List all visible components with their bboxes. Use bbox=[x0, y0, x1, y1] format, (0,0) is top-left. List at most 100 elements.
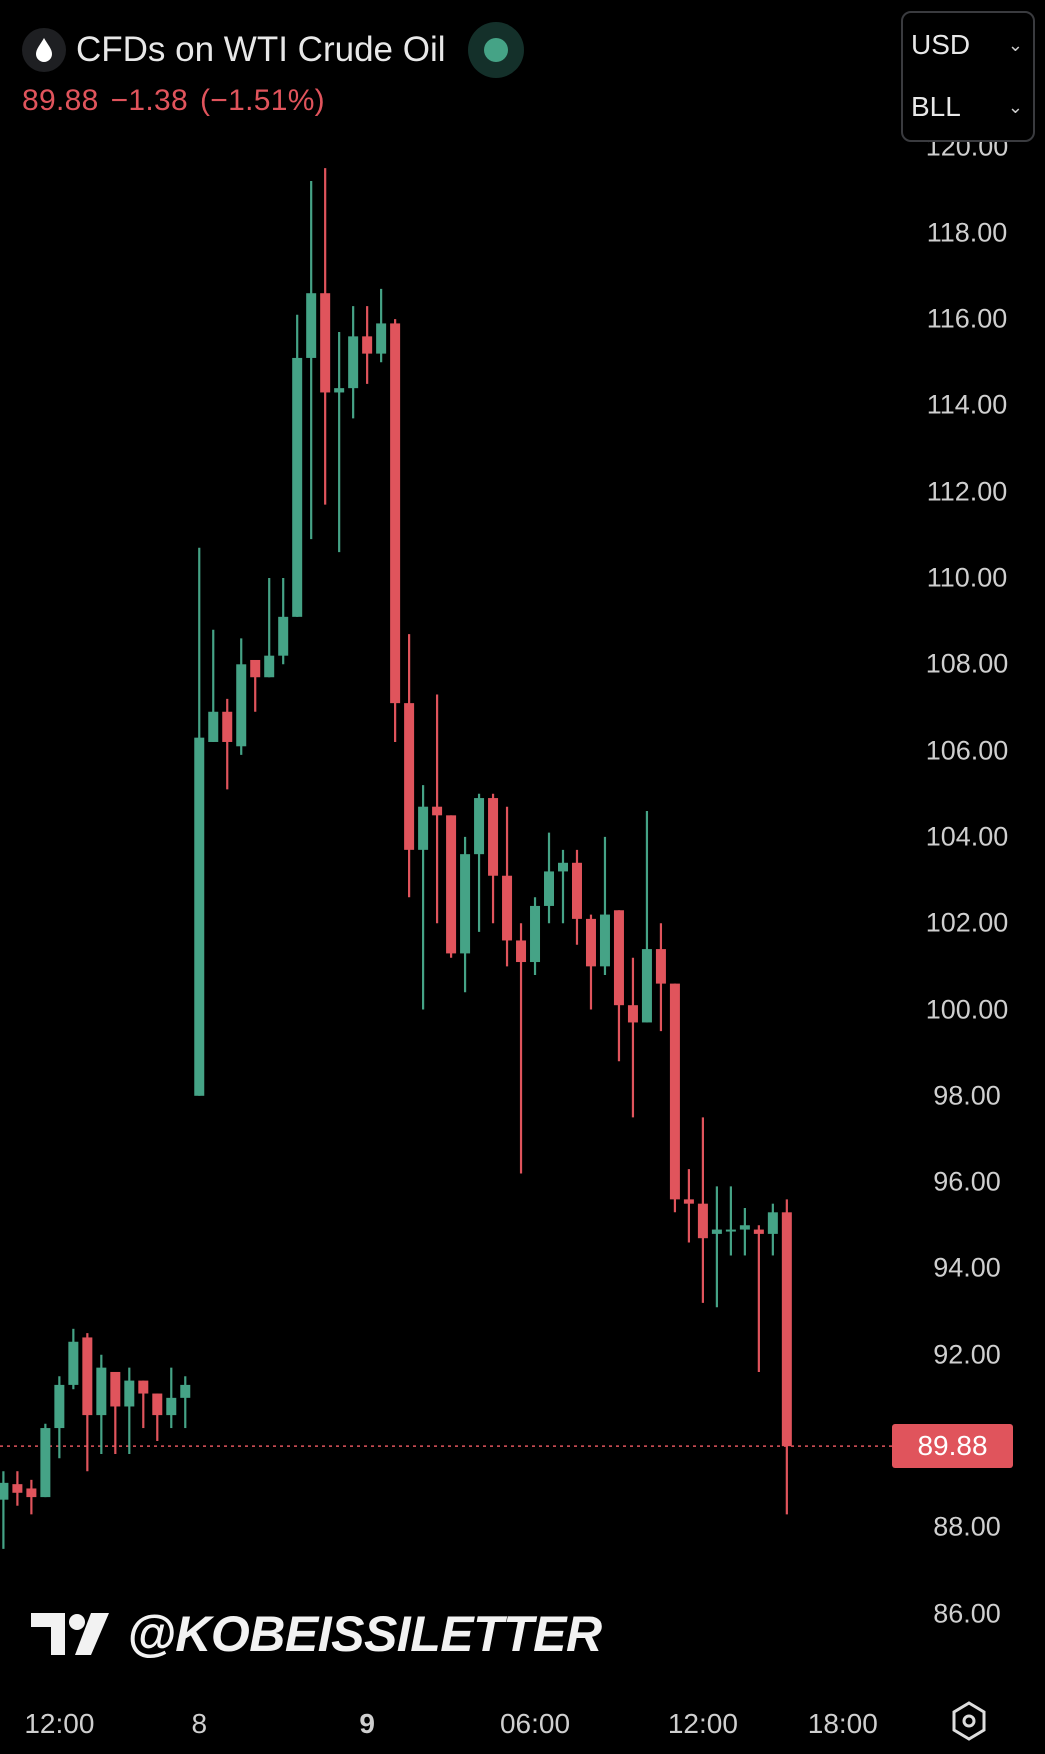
candle-down bbox=[138, 1380, 149, 1394]
watermark-text: @KOBEISSILETTER bbox=[127, 1606, 602, 1662]
candle-down bbox=[516, 940, 527, 963]
candle-down bbox=[320, 293, 331, 393]
candle-up bbox=[460, 854, 471, 954]
time-tick-label: 06:00 bbox=[499, 1708, 571, 1739]
price-tick-label: 100.00 bbox=[925, 994, 1009, 1024]
candle-down bbox=[655, 949, 666, 984]
price-change-pct: (−1.51%) bbox=[200, 84, 325, 117]
candle-up bbox=[711, 1229, 722, 1234]
candle-up bbox=[558, 862, 568, 872]
candle-up bbox=[376, 323, 387, 354]
candle-up bbox=[40, 1428, 51, 1498]
currency-dropdown[interactable]: USD ⌄ bbox=[911, 29, 1023, 61]
candle-down bbox=[669, 983, 680, 1200]
candle-up bbox=[767, 1212, 778, 1234]
candle-up bbox=[334, 388, 345, 393]
symbol-title: CFDs on WTI Crude Oil bbox=[76, 30, 446, 69]
candles bbox=[0, 168, 792, 1549]
price-tick-label: 118.00 bbox=[926, 217, 1008, 248]
candle-down bbox=[613, 910, 624, 1006]
candle-down bbox=[683, 1199, 694, 1204]
candle-down bbox=[110, 1371, 121, 1407]
candle-down bbox=[488, 798, 499, 876]
candle-up bbox=[96, 1367, 107, 1416]
price-tick-label: 110.00 bbox=[926, 562, 1008, 593]
candle-up bbox=[641, 949, 652, 1023]
candle-down bbox=[152, 1393, 163, 1416]
time-tick-label: 12:00 bbox=[667, 1708, 738, 1739]
price-tick-label: 94.00 bbox=[933, 1252, 1001, 1283]
candle-up bbox=[166, 1397, 177, 1416]
candle-up bbox=[418, 806, 429, 850]
candle-down bbox=[404, 703, 415, 850]
market-status-icon bbox=[467, 22, 524, 78]
candle-down bbox=[571, 862, 582, 919]
price-tick-label: 104.00 bbox=[925, 821, 1009, 852]
candle-up bbox=[68, 1341, 79, 1385]
candle-up bbox=[208, 711, 219, 742]
candle-up bbox=[292, 357, 303, 617]
candle-down bbox=[362, 336, 373, 354]
candle-up bbox=[278, 616, 289, 656]
candle-down bbox=[697, 1203, 708, 1239]
candle-up bbox=[725, 1229, 736, 1232]
price-tick-label: 112.00 bbox=[926, 476, 1008, 507]
price-tick-label: 102.00 bbox=[925, 907, 1009, 938]
symbol-header[interactable]: CFDs on WTI Crude Oil bbox=[22, 22, 524, 78]
oil-drop-icon bbox=[22, 28, 66, 72]
candle-down bbox=[222, 711, 233, 742]
chevron-down-icon: ⌄ bbox=[1007, 96, 1023, 117]
currency-label: USD bbox=[911, 29, 971, 60]
unit-selector: USD ⌄ BLL ⌄ bbox=[901, 11, 1035, 142]
time-tick-label: 9 bbox=[359, 1708, 375, 1739]
candle-up bbox=[739, 1225, 750, 1230]
last-price: 89.88 bbox=[22, 84, 99, 117]
price-change: −1.38 bbox=[110, 84, 188, 117]
candle-down bbox=[26, 1488, 37, 1498]
candle-down bbox=[250, 659, 261, 678]
candle-down bbox=[627, 1005, 638, 1023]
candle-down bbox=[502, 875, 513, 941]
candle-up bbox=[194, 737, 205, 1096]
candle-down bbox=[12, 1484, 23, 1493]
candle-down bbox=[585, 918, 596, 967]
candle-up bbox=[348, 336, 359, 389]
tradingview-logo-icon bbox=[31, 1613, 109, 1655]
settings-icon bbox=[952, 1701, 986, 1741]
candle-up bbox=[306, 293, 317, 358]
candle-up bbox=[599, 914, 610, 967]
price-tick-label: 106.00 bbox=[925, 735, 1009, 766]
candle-up bbox=[474, 798, 485, 855]
last-price-label: 89.88 bbox=[892, 1424, 1013, 1468]
candle-down bbox=[781, 1212, 792, 1447]
time-tick-label: 8 bbox=[191, 1708, 208, 1739]
price-tick-label: 88.00 bbox=[933, 1511, 1001, 1542]
time-tick-label: 12:00 bbox=[24, 1708, 95, 1739]
price-tick-label: 116.00 bbox=[926, 303, 1008, 334]
candle-down bbox=[82, 1337, 93, 1416]
quote-line: 89.88 −1.38 (−1.51%) bbox=[22, 84, 337, 118]
candle-down bbox=[390, 323, 401, 704]
candle-down bbox=[432, 806, 443, 816]
candle-up bbox=[530, 905, 541, 963]
price-tick-label: 114.00 bbox=[926, 389, 1008, 420]
settings-button[interactable] bbox=[948, 1700, 990, 1747]
price-tick-label: 98.00 bbox=[933, 1080, 1001, 1111]
watermark: @KOBEISSILETTER bbox=[31, 1605, 602, 1663]
time-tick-label: 18:00 bbox=[807, 1708, 878, 1739]
price-tick-label: 86.00 bbox=[933, 1598, 1001, 1629]
candle-down bbox=[446, 815, 457, 954]
price-tick-label: 108.00 bbox=[925, 648, 1009, 679]
candle-up bbox=[54, 1384, 65, 1429]
unit-label: BLL bbox=[911, 91, 961, 122]
candle-up bbox=[0, 1482, 9, 1500]
chevron-down-icon: ⌄ bbox=[1007, 34, 1023, 55]
unit-dropdown[interactable]: BLL ⌄ bbox=[911, 91, 1023, 123]
candle-down bbox=[753, 1229, 764, 1234]
candle-up bbox=[180, 1384, 191, 1398]
candle-up bbox=[124, 1380, 135, 1407]
candle-up bbox=[544, 871, 555, 906]
candle-up bbox=[264, 655, 275, 678]
price-tick-label: 92.00 bbox=[933, 1339, 1001, 1370]
